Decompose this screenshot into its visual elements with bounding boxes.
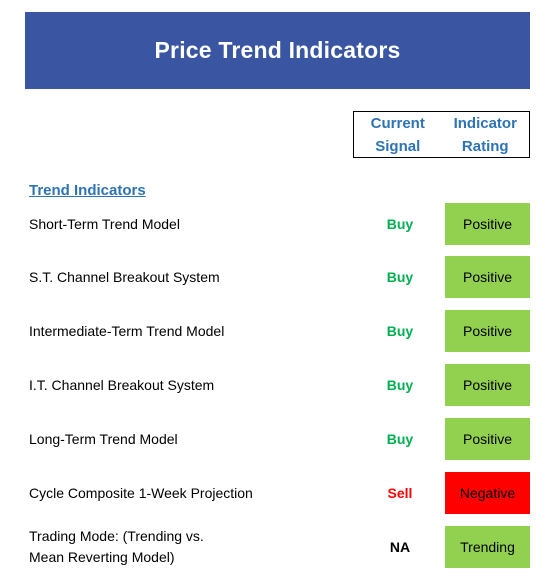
indicator-name: Intermediate-Term Trend Model bbox=[29, 322, 225, 339]
indicator-name: I.T. Channel Breakout System bbox=[29, 376, 215, 393]
section-title-trend-indicators: Trend Indicators bbox=[29, 182, 146, 199]
indicator-name: Long-Term Trend Model bbox=[29, 430, 178, 447]
table-row: Cycle Composite 1-Week Projection Sell Neg… bbox=[0, 472, 552, 514]
indicator-name-line: Mean Reverting Model) bbox=[29, 549, 175, 565]
indicator-rating-badge: Trending bbox=[445, 526, 530, 568]
indicator-name: Short-Term Trend Model bbox=[29, 215, 180, 232]
table-row: Intermediate-Term Trend Model Buy Positive bbox=[0, 310, 552, 352]
table-row: Long-Term Trend Model Buy Positive bbox=[0, 418, 552, 460]
indicator-rating-header-line-1: Indicator bbox=[453, 114, 517, 132]
indicator-rating-header: Indicator Rating bbox=[442, 112, 530, 157]
column-header-box: Current Signal Indicator Rating bbox=[353, 111, 530, 158]
indicator-rating-badge: Positive bbox=[445, 418, 530, 460]
indicator-rating-header-line-2: Rating bbox=[461, 137, 509, 155]
indicator-name: S.T. Channel Breakout System bbox=[29, 268, 220, 285]
indicator-rating-badge: Positive bbox=[445, 364, 530, 406]
current-signal: Buy bbox=[386, 431, 414, 447]
indicator-name: Trading Mode: (Trending vs. Mean Revertin… bbox=[29, 526, 204, 568]
current-signal-header-line-2: Signal bbox=[375, 137, 421, 155]
current-signal-header-line-1: Current bbox=[370, 114, 425, 132]
current-signal: Buy bbox=[386, 323, 414, 339]
title-banner: Price Trend Indicators bbox=[25, 12, 530, 89]
indicator-rating-badge: Negative bbox=[445, 472, 530, 514]
current-signal: Buy bbox=[386, 216, 414, 232]
page-title: Price Trend Indicators bbox=[154, 37, 401, 63]
table-row: Trading Mode: (Trending vs. Mean Revertin… bbox=[0, 526, 552, 568]
indicator-rating-badge: Positive bbox=[445, 203, 530, 245]
current-signal: Buy bbox=[386, 269, 414, 285]
indicator-rating-badge: Positive bbox=[445, 256, 530, 298]
current-signal-header: Current Signal bbox=[354, 112, 442, 157]
indicator-rating-badge: Positive bbox=[445, 310, 530, 352]
table-row: S.T. Channel Breakout System Buy Positive bbox=[0, 256, 552, 298]
current-signal: Buy bbox=[386, 377, 414, 393]
table-row: I.T. Channel Breakout System Buy Positive bbox=[0, 364, 552, 406]
table-row: Short-Term Trend Model Buy Positive bbox=[0, 203, 552, 245]
indicator-name: Cycle Composite 1-Week Projection bbox=[29, 484, 253, 501]
current-signal: NA bbox=[389, 539, 411, 555]
current-signal: Sell bbox=[387, 485, 413, 501]
indicator-name-line: Trading Mode: (Trending vs. bbox=[29, 528, 204, 544]
